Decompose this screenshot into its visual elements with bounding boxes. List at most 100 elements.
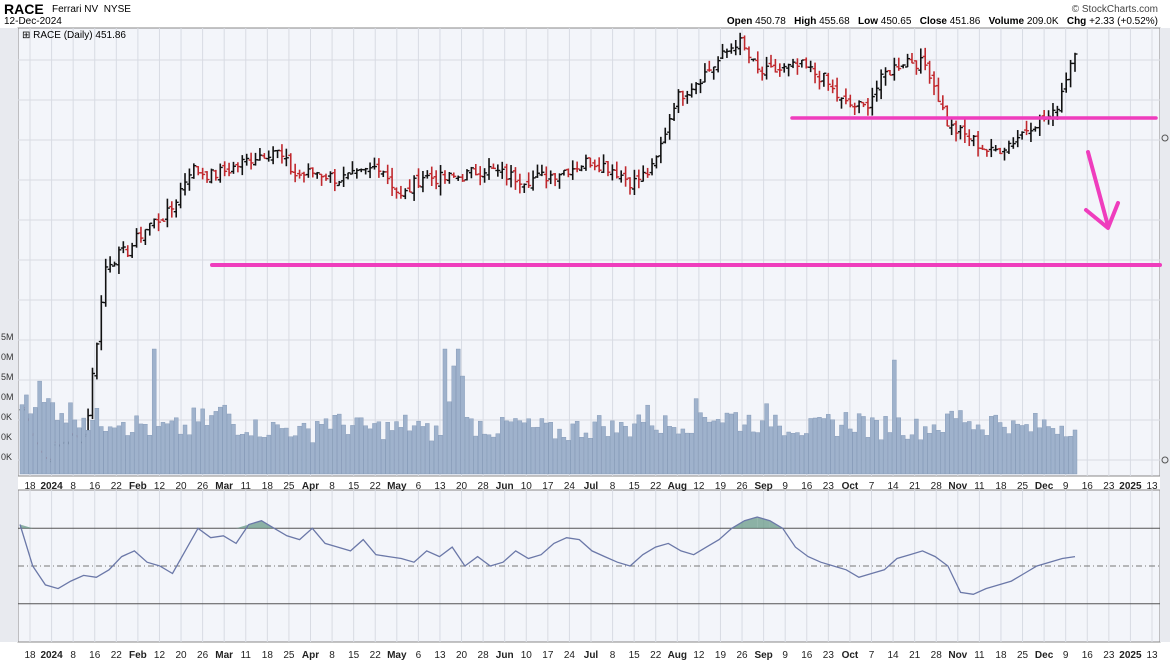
volume-axis-label: 0M [1, 392, 14, 402]
volume-bar [618, 422, 624, 475]
x-tick-label-bottom: 13 [434, 650, 446, 661]
company-name: Ferrari NV [52, 4, 99, 15]
volume-bar [257, 436, 263, 475]
volume-bar [685, 432, 690, 475]
volume-bar [138, 423, 144, 475]
stat-label-chg: Chg [1066, 16, 1090, 27]
volume-bar [574, 420, 580, 475]
x-tick-label: 10 [521, 481, 533, 492]
volume-bar [967, 421, 972, 475]
volume-bar [641, 421, 646, 475]
volume-bar [121, 422, 126, 475]
x-tick-label-bottom: 18 [262, 650, 274, 661]
volume-bar [1068, 436, 1073, 475]
volume-bar [984, 435, 990, 475]
x-tick-label-bottom: 20 [175, 650, 187, 661]
volume-bar [561, 437, 567, 475]
volume-bar [328, 428, 333, 475]
volume-bar [226, 413, 232, 475]
x-tick-label-bottom: 2025 [1119, 650, 1142, 661]
volume-bar [451, 365, 456, 475]
volume-bar [279, 428, 285, 475]
volume-bar [786, 431, 791, 475]
volume-bar [372, 423, 377, 475]
x-tick-label-bottom: 19 [715, 650, 727, 661]
volume-bar [319, 424, 324, 475]
x-tick-label: 25 [283, 481, 295, 492]
indicator-line [19, 516, 1076, 595]
x-tick-label: 25 [1017, 481, 1029, 492]
volume-bar [460, 375, 465, 475]
volume-bar [698, 412, 703, 475]
volume-bar [936, 430, 941, 475]
volume-bar [856, 413, 862, 475]
volume-bar [945, 413, 950, 475]
x-tick-label: 14 [888, 481, 900, 492]
volume-bar [90, 419, 95, 475]
volume-bar [1050, 428, 1056, 475]
volume-bar [178, 433, 183, 475]
volume-bar [544, 422, 549, 475]
volume-bar [931, 424, 937, 475]
volume-bar [614, 432, 619, 475]
x-tick-label-bottom: Aug [668, 650, 687, 661]
volume-bar [125, 435, 130, 475]
x-tick-label-bottom: 28 [931, 650, 943, 661]
volume-bar [464, 417, 470, 475]
volume-bar [826, 414, 831, 475]
volume-bar [958, 410, 963, 475]
x-tick-label: 16 [1082, 481, 1094, 492]
volume-bar [870, 417, 875, 475]
volume-bar [129, 432, 135, 475]
volume-bar [596, 415, 602, 475]
x-tick-label: 12 [693, 481, 705, 492]
volume-bar [262, 437, 267, 475]
volume-bar [59, 413, 64, 475]
volume-bar [240, 434, 245, 475]
volume-bar [874, 420, 879, 475]
volume-bar [376, 421, 382, 475]
x-tick-label-bottom: 13 [1146, 650, 1158, 661]
x-tick-label-bottom: 26 [736, 650, 748, 661]
volume-bar [834, 436, 840, 475]
volume-bar [151, 348, 157, 475]
volume-bar [1024, 424, 1029, 475]
volume-bar [953, 418, 959, 475]
volume-bar [143, 424, 148, 475]
x-tick-label: 17 [542, 481, 554, 492]
volume-bar [41, 402, 47, 475]
x-tick-label-bottom: 25 [1017, 650, 1029, 661]
volume-bar [605, 436, 611, 475]
volume-bar [759, 420, 765, 475]
volume-bar [72, 419, 78, 475]
volume-bar [1002, 426, 1007, 475]
volume-bar [715, 419, 721, 475]
volume-bar [486, 434, 492, 475]
volume-bar [848, 428, 853, 475]
x-tick-label: Sep [754, 481, 772, 492]
x-tick-label-bottom: 28 [478, 650, 490, 661]
x-tick-label-bottom: 8 [610, 650, 616, 661]
volume-bar [764, 403, 769, 475]
volume-bar [403, 414, 408, 475]
volume-bar [548, 422, 553, 475]
x-tick-label-bottom: 20 [456, 650, 468, 661]
x-tick-label: 8 [610, 481, 616, 492]
x-tick-label-bottom: 11 [974, 650, 985, 661]
volume-bar [1059, 425, 1064, 475]
volume-bar [583, 432, 589, 475]
volume-bar [50, 402, 56, 475]
x-tick-label-bottom: 26 [197, 650, 209, 661]
volume-bar [469, 418, 474, 475]
volume-bar [883, 416, 888, 475]
volume-bar [896, 417, 901, 475]
x-tick-label-bottom: 25 [283, 650, 295, 661]
x-tick-label: 2024 [40, 481, 63, 492]
volume-bar [345, 434, 351, 475]
x-tick-label-bottom: 8 [329, 650, 335, 661]
x-tick-label-bottom: Jun [496, 650, 514, 661]
stat-value-chg: +2.33 (+0.52%) [1089, 16, 1158, 27]
volume-bar [989, 416, 994, 475]
x-tick-label: 2025 [1119, 481, 1142, 492]
